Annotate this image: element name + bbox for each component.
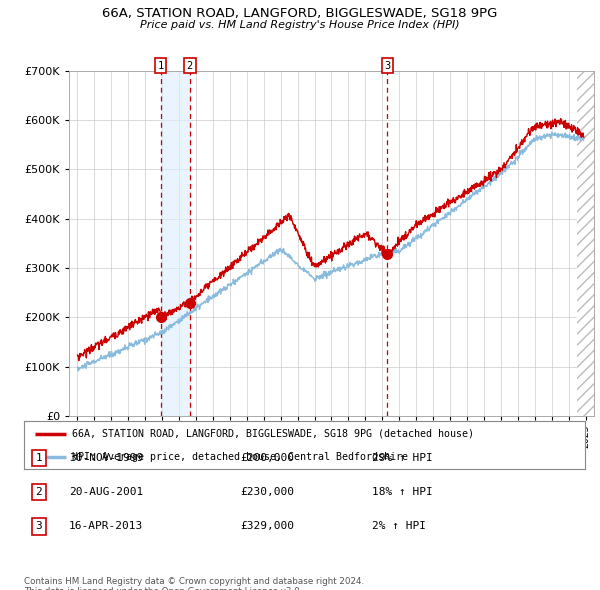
Text: 20-AUG-2001: 20-AUG-2001 [69,487,143,497]
Text: Price paid vs. HM Land Registry's House Price Index (HPI): Price paid vs. HM Land Registry's House … [140,20,460,30]
Text: 1: 1 [35,453,43,463]
Text: 66A, STATION ROAD, LANGFORD, BIGGLESWADE, SG18 9PG (detached house): 66A, STATION ROAD, LANGFORD, BIGGLESWADE… [71,429,473,439]
Text: 2% ↑ HPI: 2% ↑ HPI [372,522,426,531]
Text: 2: 2 [35,487,43,497]
Bar [577,71,594,416]
Text: 18% ↑ HPI: 18% ↑ HPI [372,487,433,497]
Text: 3: 3 [35,522,43,531]
Text: 3: 3 [384,61,391,71]
Bar [577,71,594,416]
Text: £200,000: £200,000 [240,453,294,463]
Text: Contains HM Land Registry data © Crown copyright and database right 2024.
This d: Contains HM Land Registry data © Crown c… [24,577,364,590]
Text: 16-APR-2013: 16-APR-2013 [69,522,143,531]
Bar [161,71,190,416]
Text: 30-NOV-1999: 30-NOV-1999 [69,453,143,463]
Text: £230,000: £230,000 [240,487,294,497]
Text: 29% ↑ HPI: 29% ↑ HPI [372,453,433,463]
Text: 2: 2 [187,61,193,71]
Text: 1: 1 [158,61,164,71]
Text: 66A, STATION ROAD, LANGFORD, BIGGLESWADE, SG18 9PG: 66A, STATION ROAD, LANGFORD, BIGGLESWADE… [103,7,497,20]
Text: £329,000: £329,000 [240,522,294,531]
Text: HPI: Average price, detached house, Central Bedfordshire: HPI: Average price, detached house, Cent… [71,452,407,462]
